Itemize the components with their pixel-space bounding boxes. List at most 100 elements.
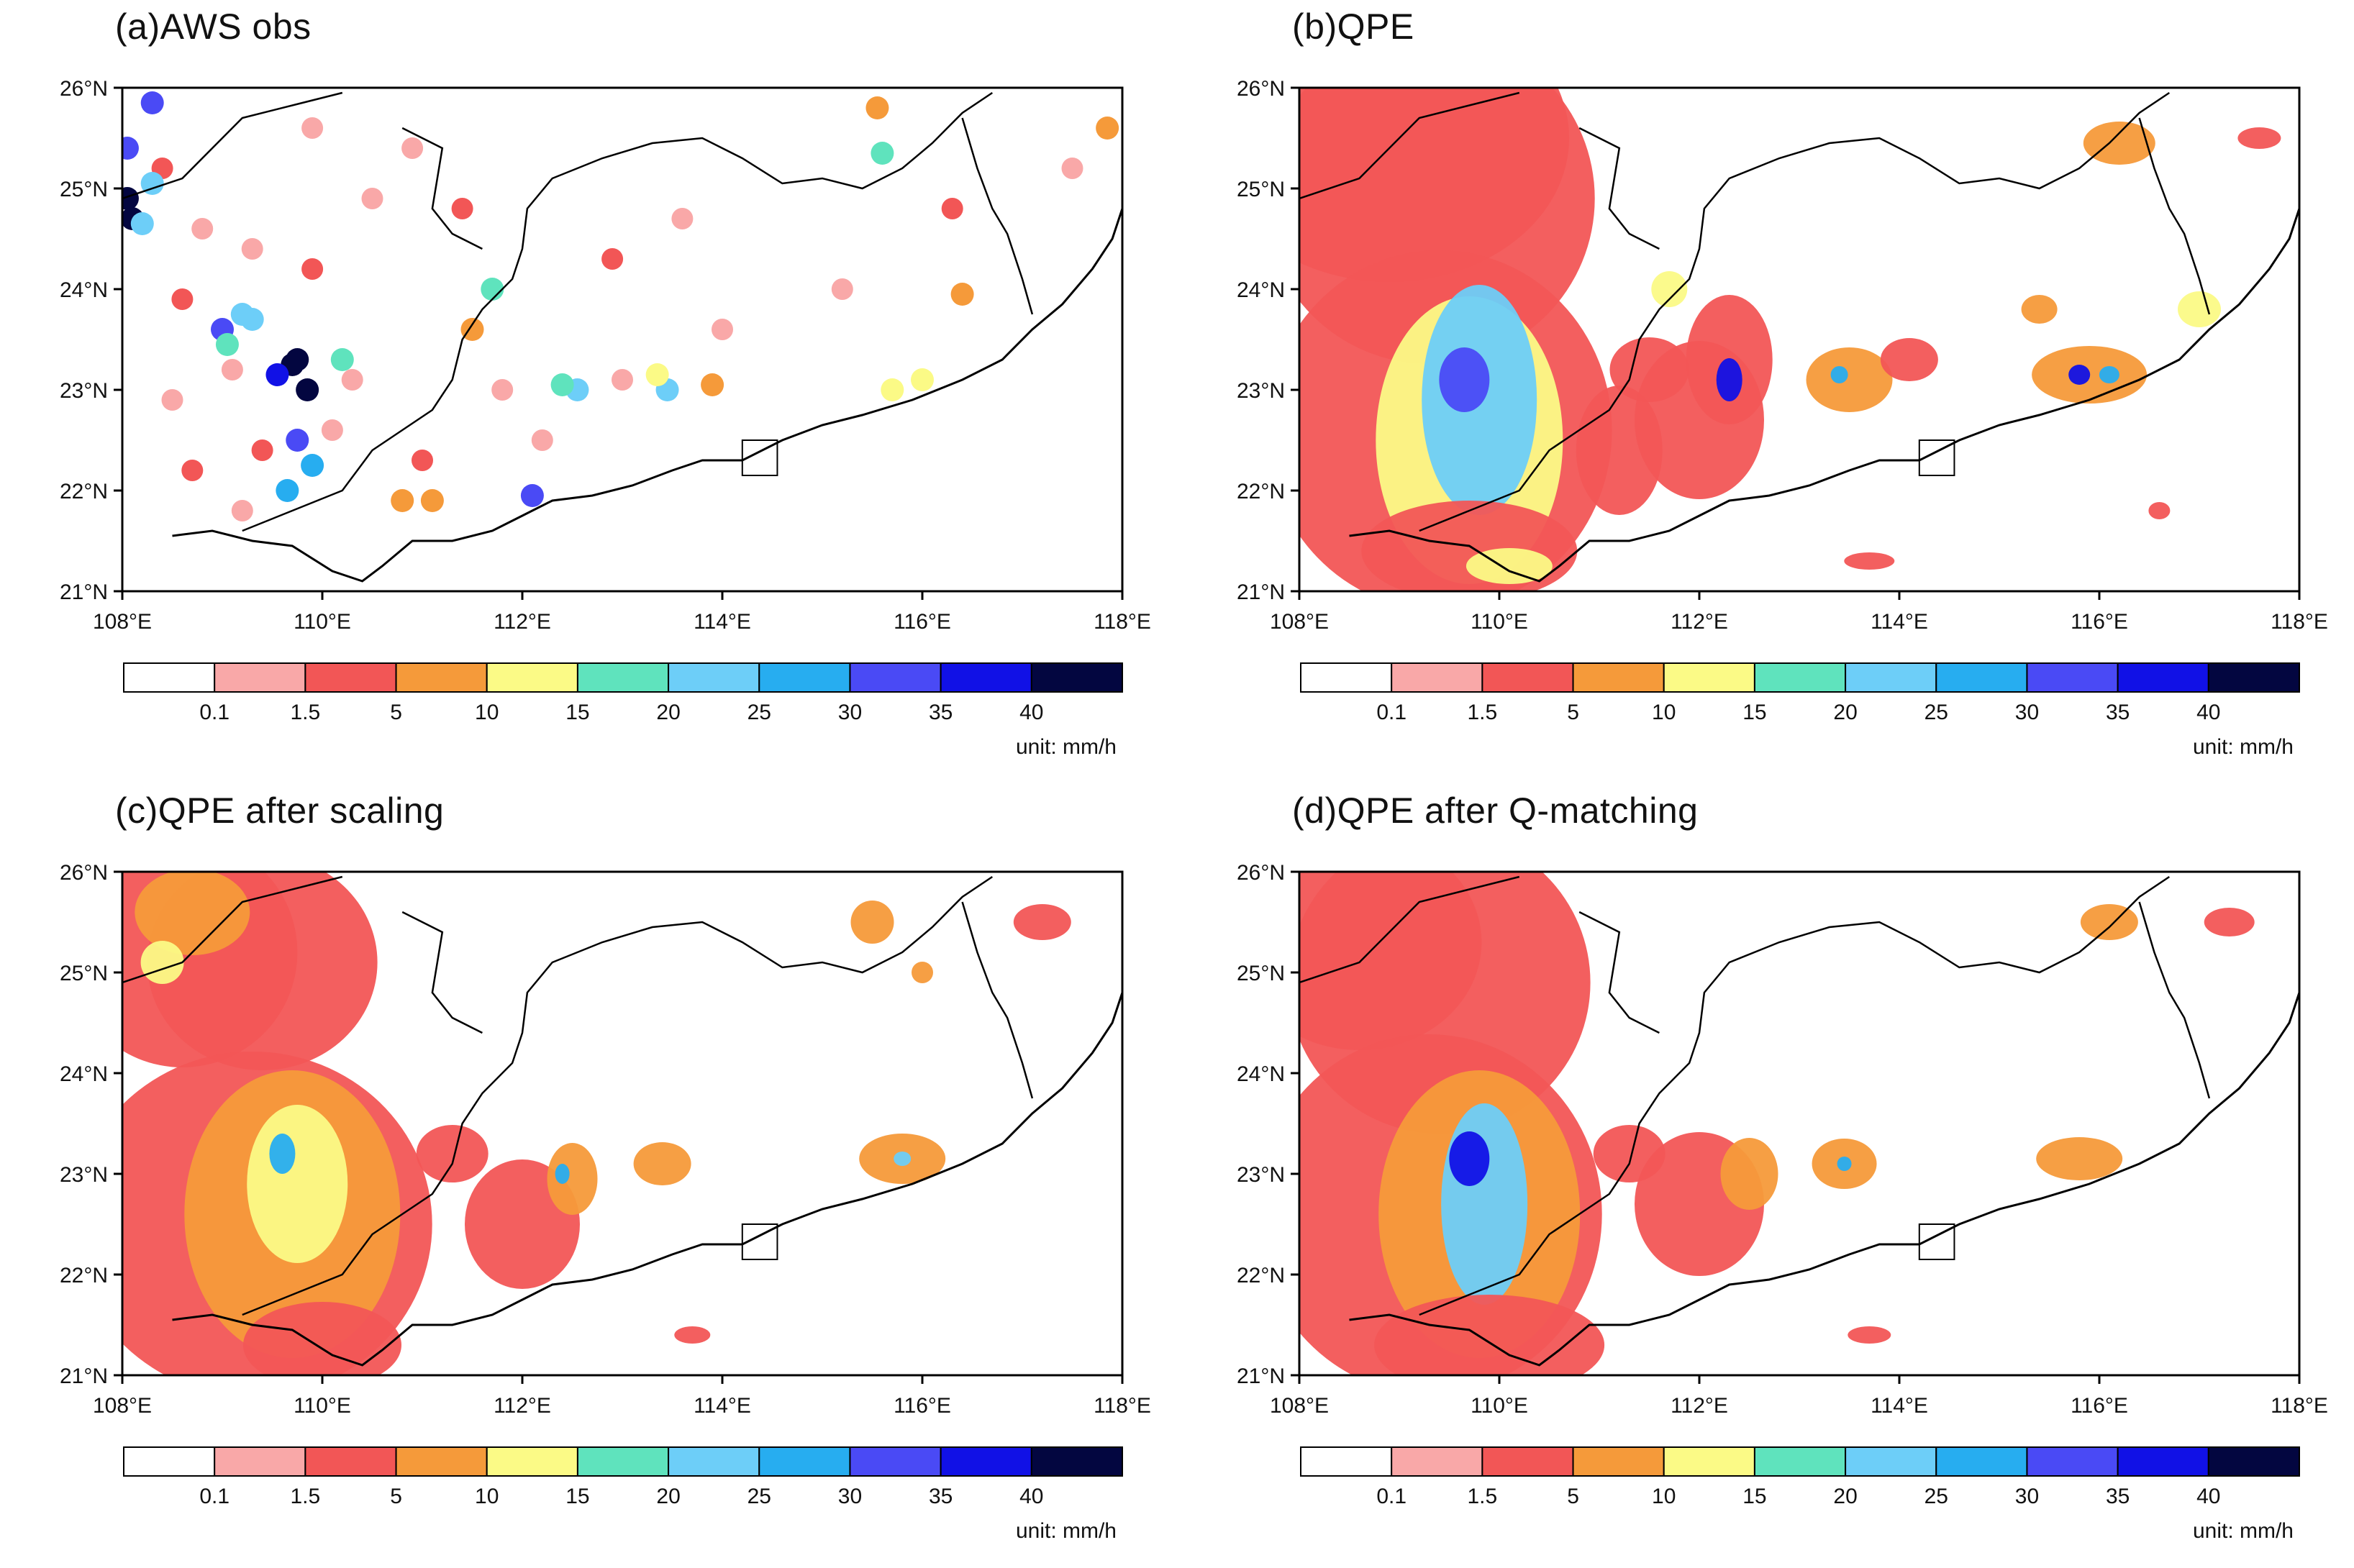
precip-area xyxy=(1848,1326,1891,1344)
lat-label: 25°N xyxy=(60,178,108,201)
lat-label: 26°N xyxy=(1237,861,1285,885)
province-border xyxy=(1299,875,1520,984)
station-dot xyxy=(241,238,263,260)
precip-area xyxy=(2148,502,2171,519)
precip-area xyxy=(2068,365,2091,385)
colorbar-swatch xyxy=(2026,1446,2119,1477)
lon-label: 110°E xyxy=(1471,1394,1528,1418)
station-dot xyxy=(491,379,514,401)
precip-area xyxy=(1374,1295,1605,1375)
province-border xyxy=(1578,127,1660,250)
station-dot xyxy=(520,484,544,507)
precip-area xyxy=(2204,908,2255,936)
precip-area xyxy=(2083,122,2155,165)
lon-label: 116°E xyxy=(894,610,951,634)
lat-label: 26°N xyxy=(60,77,108,101)
colorbar-swatch xyxy=(576,662,670,693)
colorbar-label: 15 xyxy=(1742,1485,1766,1508)
province-border xyxy=(242,91,993,532)
precip-area xyxy=(1439,347,1490,412)
colorbar-swatch xyxy=(304,1446,397,1477)
hong-kong-box xyxy=(741,1223,778,1260)
colorbar-label: 1.5 xyxy=(1468,1485,1498,1508)
colorbar-label: 1.5 xyxy=(291,1485,321,1508)
precip-area xyxy=(1449,1131,1490,1186)
lat-label: 21°N xyxy=(1237,1364,1285,1388)
precip-area xyxy=(1441,1103,1528,1305)
province-border xyxy=(1299,91,1520,200)
precip-area xyxy=(1651,271,1688,307)
colorbar-swatch xyxy=(486,662,578,693)
colorbar-swatch xyxy=(1663,662,1755,693)
coastline xyxy=(1349,992,2299,1367)
lon-label: 108°E xyxy=(1270,610,1329,634)
station-dot xyxy=(265,363,289,386)
lon-label: 114°E xyxy=(1871,1394,1928,1418)
station-dot xyxy=(671,208,694,229)
lon-label: 110°E xyxy=(1471,610,1528,634)
province-border xyxy=(122,91,343,200)
precip-area xyxy=(269,1134,296,1174)
lon-label: 108°E xyxy=(1270,1394,1329,1418)
colorbar-label: 25 xyxy=(747,701,771,724)
lat-label: 23°N xyxy=(1237,1163,1285,1187)
hong-kong-box xyxy=(1918,439,1955,476)
colorbar-label: 1.5 xyxy=(1468,701,1498,724)
precip-area xyxy=(674,1326,711,1344)
unit-label: unit: mm/h xyxy=(2193,1519,2294,1543)
precip-area xyxy=(555,1164,570,1184)
lon-label: 118°E xyxy=(2271,610,2328,634)
colorbar-label: 0.1 xyxy=(199,1485,230,1508)
station-dot xyxy=(276,479,299,502)
precip-area xyxy=(2080,904,2138,940)
colorbar-label: 35 xyxy=(929,701,953,724)
colorbar-label: 25 xyxy=(1924,1485,1948,1508)
station-dot xyxy=(330,348,354,371)
colorbar-label: 40 xyxy=(1019,1485,1043,1508)
station-dot xyxy=(301,258,324,280)
station-dot xyxy=(231,500,253,521)
colorbar-label: 0.1 xyxy=(1376,701,1407,724)
precip-area xyxy=(1716,358,1742,401)
map-frame xyxy=(121,870,1124,1377)
station-dot xyxy=(1061,158,1083,179)
station-dot xyxy=(911,368,934,391)
station-dot xyxy=(215,333,239,356)
lat-label: 26°N xyxy=(60,861,108,885)
precip-area xyxy=(894,1152,912,1166)
colorbar-label: 5 xyxy=(1567,701,1579,724)
precip-area xyxy=(2021,295,2058,324)
colorbar-swatch xyxy=(395,662,488,693)
station-dot xyxy=(130,212,154,235)
lon-label: 118°E xyxy=(1094,610,1151,634)
colorbar-label: 15 xyxy=(565,1485,589,1508)
colorbar-swatch xyxy=(1935,1446,2028,1477)
colorbar-label: 40 xyxy=(2196,1485,2220,1508)
lon-label: 114°E xyxy=(694,610,751,634)
precip-area xyxy=(1806,347,1893,412)
lon-label: 108°E xyxy=(93,1394,152,1418)
colorbar-swatch xyxy=(1753,1446,1847,1477)
colorbar-label: 5 xyxy=(1567,1485,1579,1508)
station-dot xyxy=(286,429,309,452)
lat-label: 23°N xyxy=(1237,379,1285,403)
colorbar-swatch xyxy=(1572,662,1665,693)
map-frame xyxy=(1298,870,2301,1377)
colorbar-label: 15 xyxy=(565,701,589,724)
station-dot xyxy=(412,450,433,471)
station-dot xyxy=(420,489,444,512)
lon-label: 112°E xyxy=(494,1394,551,1418)
station-dot xyxy=(181,460,204,481)
station-dot xyxy=(401,137,424,159)
colorbar-label: 35 xyxy=(2106,701,2130,724)
precip-area xyxy=(135,872,250,955)
precip-area xyxy=(1465,548,1553,584)
colorbar-swatch xyxy=(1391,1446,1483,1477)
station-dot xyxy=(296,378,319,401)
colorbar-swatch xyxy=(1845,662,1937,693)
precip-area xyxy=(1013,904,1071,940)
station-dot xyxy=(712,319,733,340)
province-border xyxy=(401,127,483,250)
lat-label: 21°N xyxy=(60,1364,108,1388)
province-border xyxy=(1578,911,1660,1034)
